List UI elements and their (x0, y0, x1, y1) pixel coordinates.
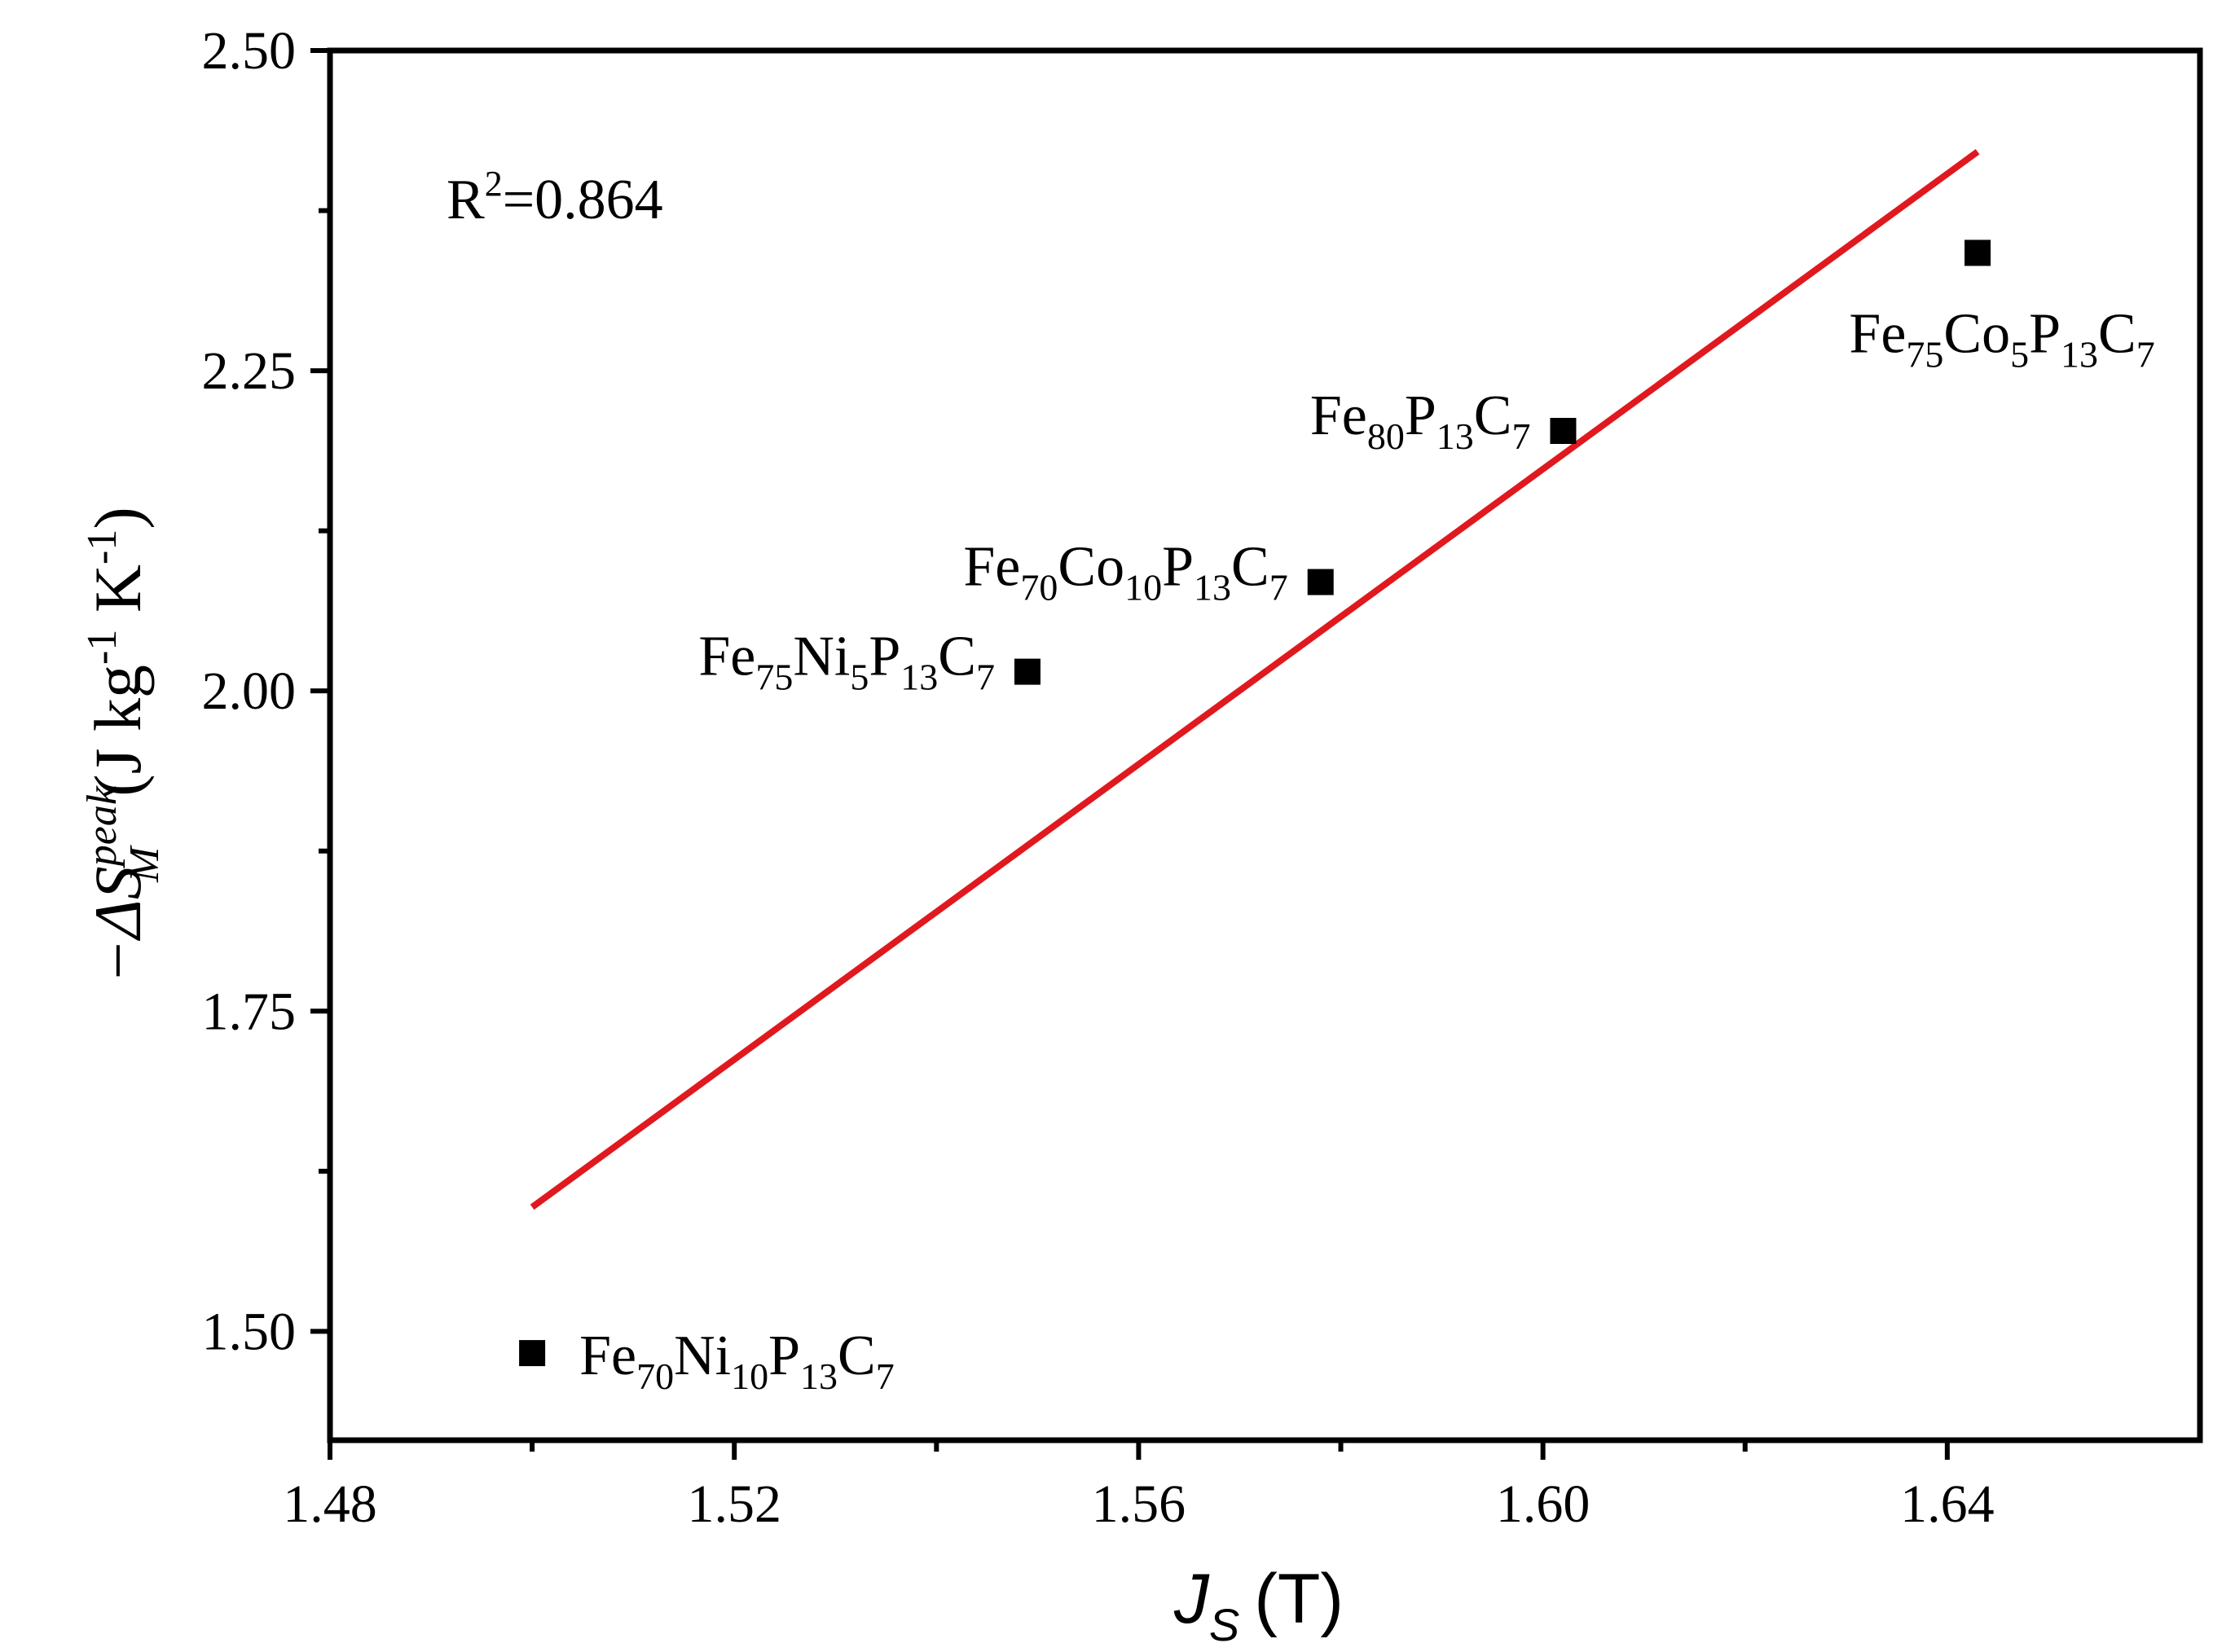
r-squared-base: R (447, 169, 485, 231)
label-element: Fe (1849, 302, 1906, 365)
point-label: Fe75Ni5P13C7 (698, 626, 995, 698)
label-subscript: 7 (976, 657, 995, 698)
x-tick-label: 1.64 (1900, 1474, 1995, 1534)
label-element: Fe (963, 536, 1020, 599)
label-element: Fe (579, 1325, 636, 1387)
label-subscript: 70 (636, 1355, 674, 1397)
label-element: C (2098, 302, 2136, 365)
label-element: P (2029, 302, 2061, 365)
r-squared-value: =0.864 (503, 169, 663, 231)
y-axis-unit-mid: K (81, 565, 155, 630)
label-element: C (938, 626, 976, 688)
y-axis-unit-exp2: -1 (79, 529, 125, 565)
label-subscript: 13 (2061, 333, 2098, 375)
point-label: Fe70Ni10P13C7 (579, 1325, 895, 1397)
label-subscript: 13 (1436, 415, 1474, 457)
label-element: C (1474, 384, 1512, 447)
label-element: P (1405, 384, 1436, 447)
r-squared-sup: 2 (485, 164, 503, 204)
label-element: Ni (674, 1325, 731, 1387)
x-tick-label: 1.60 (1496, 1474, 1590, 1534)
label-subscript: 7 (2136, 333, 2155, 375)
label-subscript: 7 (876, 1355, 895, 1397)
point-label: Fe75Co5P13C7 (1849, 302, 2154, 375)
label-subscript: 80 (1367, 415, 1405, 457)
label-element: Fe (1310, 384, 1367, 447)
label-subscript: 7 (1511, 415, 1530, 457)
y-axis-unit-open: (J kg (81, 665, 155, 797)
point-labels: Fe70Ni10P13C7Fe75Ni5P13C7Fe70Co10P13C7Fe… (579, 302, 2155, 1397)
y-tick-label: 1.75 (202, 982, 297, 1041)
plot-border (327, 47, 2203, 1443)
label-element: Co (1058, 536, 1124, 599)
y-tick-label: 1.50 (202, 1302, 297, 1361)
data-point (519, 1340, 546, 1367)
y-tick-label: 2.00 (202, 661, 297, 721)
label-subscript: 5 (2010, 333, 2029, 375)
data-point (1307, 569, 1334, 595)
x-tick-label: 1.56 (1092, 1474, 1186, 1534)
point-label: Fe70Co10P13C7 (963, 536, 1287, 609)
y-axis-superscript: peak (79, 785, 125, 869)
label-element: C (838, 1325, 876, 1387)
label-element: Fe (698, 626, 755, 688)
x-axis-title: JS (T) (1173, 1560, 1344, 1650)
label-element: C (1231, 536, 1269, 599)
y-axis-title: −ΔSpeakM(J kg-1 K-1) (79, 507, 168, 983)
label-element: P (1162, 536, 1194, 599)
x-tick-label: 1.48 (283, 1474, 377, 1534)
data-point (1964, 239, 1991, 266)
label-subscript: 13 (1194, 567, 1231, 609)
r-squared-annotation: R2=0.864 (447, 164, 663, 231)
label-subscript: 70 (1020, 567, 1058, 609)
y-axis: 1.50 1.75 2.00 2.25 2.50 (202, 21, 330, 1361)
data-point (1014, 658, 1041, 685)
x-axis-unit: (T) (1254, 1560, 1344, 1638)
x-axis-symbol: J (1173, 1560, 1210, 1638)
y-axis-unit-close: ) (81, 507, 155, 529)
label-subscript: 10 (1124, 567, 1162, 609)
plot-frame (327, 47, 2203, 1443)
label-subscript: 13 (900, 657, 938, 698)
y-axis-symbol: −ΔS (81, 866, 155, 983)
label-subscript: 7 (1269, 567, 1288, 609)
label-subscript: 75 (755, 657, 793, 698)
y-axis-unit-exp1: -1 (79, 630, 125, 665)
data-point (1550, 417, 1577, 444)
label-element: Ni (793, 626, 850, 688)
y-tick-label: 2.25 (202, 341, 297, 401)
x-axis-subscript: S (1209, 1599, 1239, 1650)
label-element: P (768, 1325, 800, 1387)
x-tick-label: 1.52 (687, 1474, 781, 1534)
y-axis-subscript: M (121, 845, 168, 883)
point-label: Fe80P13C7 (1310, 384, 1531, 457)
y-tick-label: 2.50 (202, 21, 297, 81)
label-subscript: 13 (800, 1355, 838, 1397)
label-element: P (869, 626, 900, 688)
linear-fit-line (530, 148, 1980, 1210)
label-element: Co (1943, 302, 2010, 365)
label-subscript: 5 (850, 657, 869, 698)
label-subscript: 10 (731, 1355, 768, 1397)
fit-line-layer (530, 148, 1980, 1210)
data-points (519, 239, 1991, 1367)
x-axis: 1.48 1.52 1.56 1.60 1.64 (283, 1440, 1995, 1534)
label-subscript: 75 (1906, 333, 1943, 375)
